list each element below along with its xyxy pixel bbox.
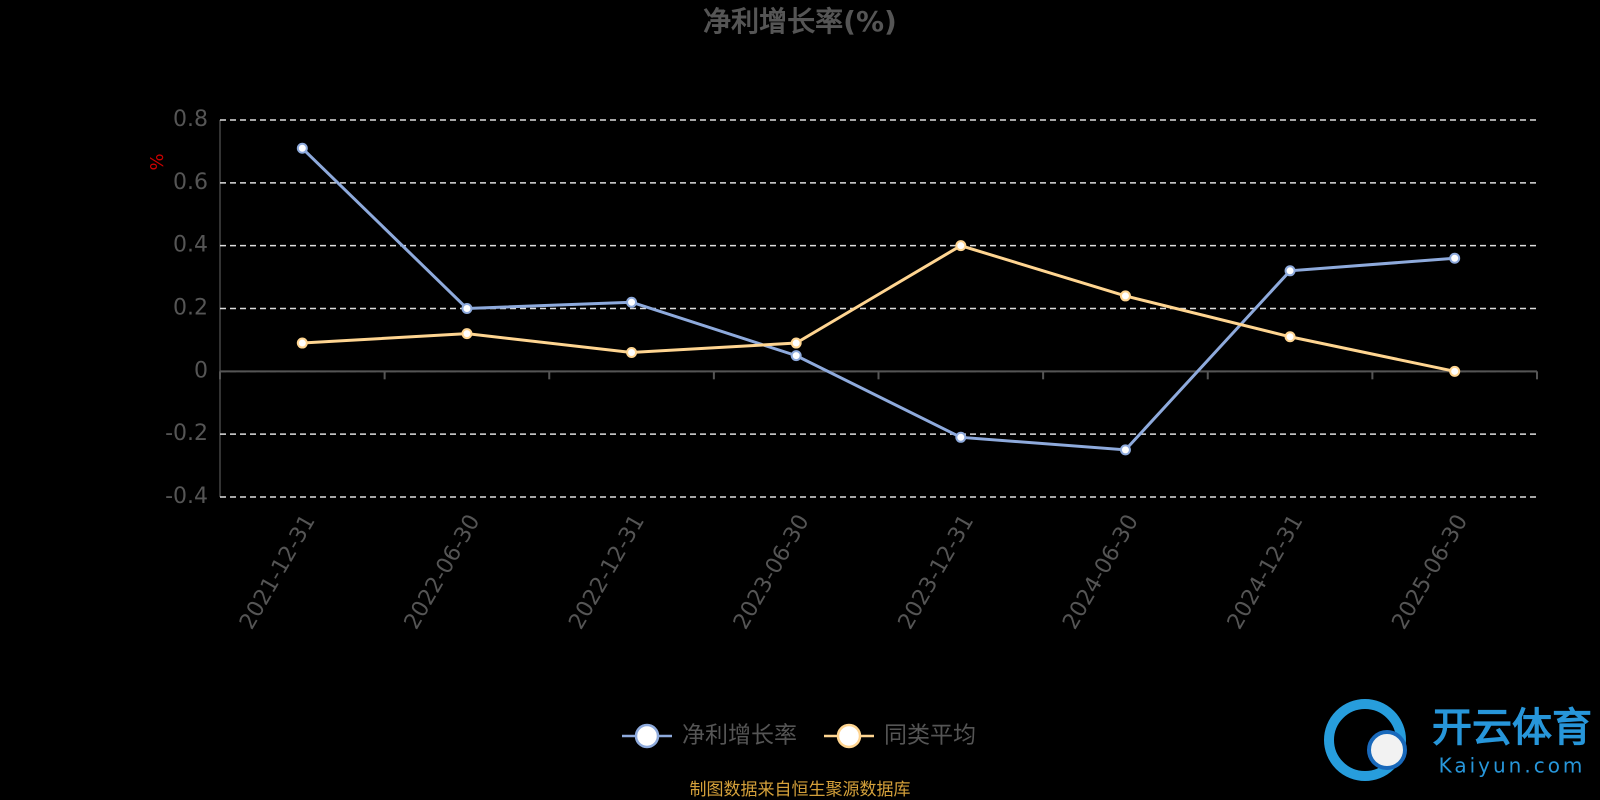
y-tick-label: 0.8 — [173, 107, 208, 132]
y-tick-label: 0 — [194, 358, 208, 383]
data-point — [790, 350, 802, 362]
data-point — [626, 296, 638, 308]
y-axis-label: % — [147, 153, 168, 170]
data-point — [1449, 252, 1461, 264]
y-tick-label: 0.4 — [173, 233, 208, 258]
legend-item[interactable]: 同类平均 — [824, 723, 976, 749]
y-tick-label: -0.2 — [165, 421, 208, 446]
data-point — [296, 142, 308, 154]
chart-title: 净利增长率(%) — [703, 5, 897, 38]
legend-item[interactable]: 净利增长率 — [622, 723, 797, 749]
legend-label: 同类平均 — [884, 723, 976, 749]
data-point — [1449, 365, 1461, 377]
data-point — [1284, 265, 1296, 277]
data-point — [1119, 290, 1131, 302]
y-tick-label: 0.6 — [173, 170, 208, 195]
logo-ball — [1367, 730, 1407, 770]
data-point — [955, 431, 967, 443]
data-point — [1119, 444, 1131, 456]
watermark-brand: 开云体育 — [1432, 705, 1592, 751]
legend-marker — [634, 723, 660, 749]
legend-label: 净利增长率 — [682, 723, 797, 749]
series-line — [302, 244, 1455, 373]
data-point — [955, 240, 967, 252]
data-point — [461, 303, 473, 314]
watermark: 开云体育 Kaiyun.com — [1324, 699, 1592, 781]
data-point — [296, 337, 308, 349]
y-tick-label: -0.4 — [165, 484, 208, 509]
source-note: 制图数据来自恒生聚源数据库 — [690, 780, 911, 800]
watermark-url: Kaiyun.com — [1439, 754, 1586, 778]
legend-marker — [836, 723, 862, 749]
data-point — [461, 328, 473, 340]
data-point — [626, 346, 638, 358]
y-tick-label: 0.2 — [173, 296, 208, 321]
data-point — [790, 337, 802, 349]
series-line — [301, 147, 1455, 452]
data-point — [1284, 331, 1296, 343]
